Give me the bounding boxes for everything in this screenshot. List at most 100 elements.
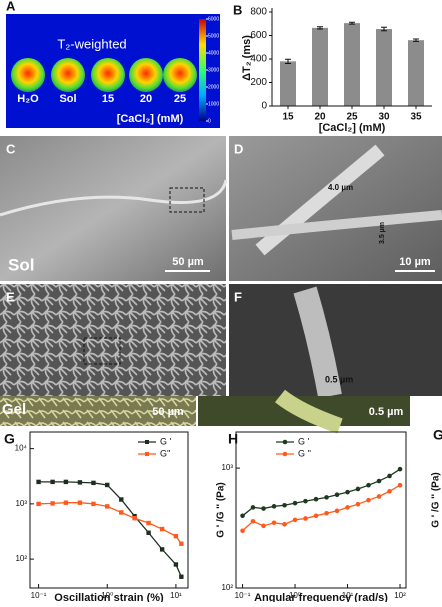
- y-tick-label: 600: [250, 30, 267, 41]
- phantom: [51, 58, 85, 92]
- error-bar: [349, 21, 355, 25]
- plot-frame: [235, 431, 407, 589]
- y-tick-label: 0: [261, 101, 267, 112]
- phantom: [163, 58, 197, 92]
- sem-fiber: [231, 210, 442, 240]
- point: [397, 466, 403, 472]
- colorbar-tick-label: 3000: [208, 67, 219, 73]
- point: [387, 473, 392, 479]
- point: [334, 492, 340, 497]
- point: [345, 505, 350, 510]
- point: [240, 513, 245, 519]
- series-line: [38, 502, 182, 545]
- point: [146, 530, 151, 535]
- point: [146, 520, 151, 526]
- axis-title: G ' /G '' (Pa): [431, 472, 442, 527]
- scale-label: 10 µm: [399, 256, 431, 268]
- point: [355, 501, 361, 507]
- y-tick-label: 800: [250, 7, 267, 18]
- point: [282, 502, 287, 508]
- x-tick-label: 10⁻¹: [235, 591, 251, 600]
- point: [355, 486, 361, 492]
- point: [261, 506, 266, 511]
- panel-label: H: [228, 431, 238, 447]
- point: [159, 547, 165, 552]
- series-line: [38, 481, 182, 577]
- y-axis-title: G ' /G '' (Pa): [216, 482, 227, 537]
- colorbar-tick-label: 1000: [208, 101, 219, 107]
- point: [179, 574, 184, 579]
- point: [271, 520, 277, 526]
- point: [271, 504, 277, 509]
- sem-image-c: [0, 136, 226, 281]
- colorbar-tick-label: 6000: [208, 16, 219, 22]
- point: [292, 500, 298, 506]
- panel-label: C: [6, 141, 16, 156]
- x-tick-label: 10²: [394, 591, 406, 600]
- error-bar: [413, 38, 419, 42]
- y-tick-label: 10³: [15, 499, 27, 508]
- x-tick-label: 10¹: [342, 591, 354, 600]
- point: [36, 479, 41, 485]
- sem-image-d: [229, 136, 442, 281]
- point: [334, 508, 340, 514]
- point: [324, 495, 329, 500]
- x-axis-title: Angular frequency (rad/s): [254, 592, 388, 602]
- point: [387, 489, 392, 494]
- point: [303, 498, 308, 504]
- x-tick-label: 35: [410, 112, 422, 123]
- point: [261, 523, 266, 529]
- panel-label: D: [234, 141, 243, 156]
- y-axis-title: ΔT₂ (ms): [241, 35, 253, 81]
- y-tick-label: 10⁴: [15, 444, 28, 453]
- point: [397, 482, 403, 488]
- sample-tag: Gel: [2, 401, 26, 418]
- axes: [271, 8, 432, 107]
- legend-marker: [282, 439, 288, 445]
- error-bar: [317, 26, 323, 30]
- point: [292, 517, 298, 523]
- legend-label: G ': [298, 436, 310, 446]
- bar: [376, 29, 392, 107]
- width-label: 4.0 µm: [328, 183, 353, 192]
- point: [91, 501, 96, 507]
- point: [313, 513, 319, 519]
- point: [105, 482, 110, 488]
- point: [77, 500, 83, 505]
- point: [376, 494, 382, 499]
- point: [63, 500, 69, 505]
- phantom: [129, 58, 163, 92]
- sem-strip: [0, 396, 196, 426]
- zoom-box: [169, 187, 205, 213]
- colorbar: [199, 19, 206, 121]
- x-tick-label: 20: [314, 112, 326, 123]
- legend-marker: [282, 451, 288, 457]
- colorbar-tick-label: 2000: [208, 84, 219, 90]
- point: [324, 510, 329, 516]
- sample-label: H₂O: [17, 93, 39, 105]
- panel-label: G: [4, 431, 15, 447]
- x-tick-label: 10⁻¹: [31, 591, 47, 600]
- bar: [312, 27, 328, 106]
- sample-label: 25: [174, 93, 186, 105]
- panel-label: F: [234, 289, 242, 304]
- point: [36, 501, 41, 507]
- width-label: 3.5 µm: [379, 222, 386, 244]
- bar: [408, 40, 424, 107]
- point: [313, 496, 319, 502]
- point: [240, 528, 245, 534]
- y-tick-label: 10²: [221, 583, 233, 592]
- y-tick-label: 400: [250, 54, 267, 65]
- image-title: T₂-weighted: [57, 36, 126, 51]
- error-bar: [285, 58, 291, 64]
- y-tick-label: 10³: [221, 463, 233, 472]
- point: [50, 501, 55, 506]
- point: [366, 497, 371, 503]
- point: [63, 479, 69, 485]
- point: [376, 478, 382, 484]
- point: [105, 504, 110, 509]
- point: [91, 480, 96, 486]
- y-tick-label: 10²: [15, 554, 27, 563]
- colorbar-tick-label: 5000: [208, 33, 219, 39]
